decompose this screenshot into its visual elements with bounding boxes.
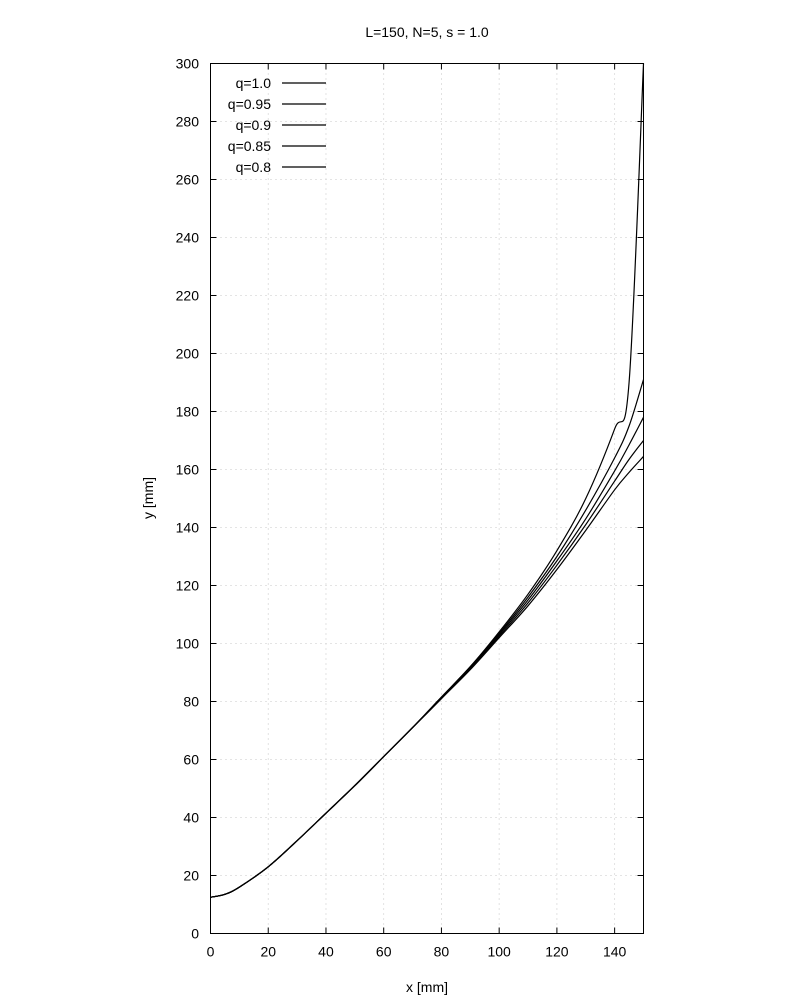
series-line-2 — [210, 417, 645, 898]
x-tick-label: 80 — [434, 944, 450, 960]
series-line-3 — [210, 440, 644, 898]
x-axis-label: x [mm] — [406, 979, 448, 995]
x-tick-label: 120 — [545, 944, 569, 960]
y-axis-tick-labels: 0 20 40 60 80 100 120 140 160 180 200 220 240 260 280 3… — [176, 56, 200, 942]
y-tick-label: 240 — [176, 230, 200, 246]
series-line-0 — [210, 63, 645, 898]
y-tick-label: 100 — [176, 636, 200, 652]
y-tick-label: 200 — [176, 346, 200, 362]
x-tick-label: 60 — [376, 944, 392, 960]
x-tick-label: 0 — [207, 944, 215, 960]
series-line-1 — [210, 379, 645, 898]
plot-frame — [210, 63, 644, 934]
legend-label: q=0.8 — [236, 159, 272, 175]
y-tick-label: 20 — [183, 868, 199, 884]
x-tick-label: 100 — [487, 944, 511, 960]
series-line-4 — [210, 456, 644, 898]
x-tick-label: 40 — [318, 944, 334, 960]
y-tick-label: 180 — [176, 404, 200, 420]
legend: q=1.0 q=0.95 q=0.9 q=0.85 q=0.8 — [228, 75, 326, 175]
y-axis-label: y [mm] — [140, 477, 156, 519]
y-tick-label: 60 — [183, 752, 199, 768]
y-tick-label: 0 — [191, 926, 199, 942]
y-tick-label: 160 — [176, 462, 200, 478]
y-tick-label: 120 — [176, 578, 200, 594]
y-tick-label: 80 — [183, 694, 199, 710]
y-tick-label: 280 — [176, 114, 200, 130]
y-tick-label: 40 — [183, 810, 199, 826]
axis-ticks — [210, 63, 644, 934]
x-axis-tick-labels: 0 20 40 60 80 100 120 140 — [207, 944, 627, 960]
legend-label: q=0.95 — [228, 96, 271, 112]
chart-title: L=150, N=5, s = 1.0 — [365, 24, 489, 40]
x-tick-label: 140 — [603, 944, 627, 960]
grid — [210, 63, 644, 934]
data-series — [210, 63, 645, 898]
x-tick-label: 20 — [260, 944, 276, 960]
legend-label: q=1.0 — [236, 75, 272, 91]
y-tick-label: 260 — [176, 172, 200, 188]
legend-label: q=0.85 — [228, 138, 271, 154]
y-tick-label: 300 — [176, 56, 200, 72]
y-tick-label: 140 — [176, 520, 200, 536]
y-tick-label: 220 — [176, 288, 200, 304]
legend-label: q=0.9 — [236, 117, 272, 133]
